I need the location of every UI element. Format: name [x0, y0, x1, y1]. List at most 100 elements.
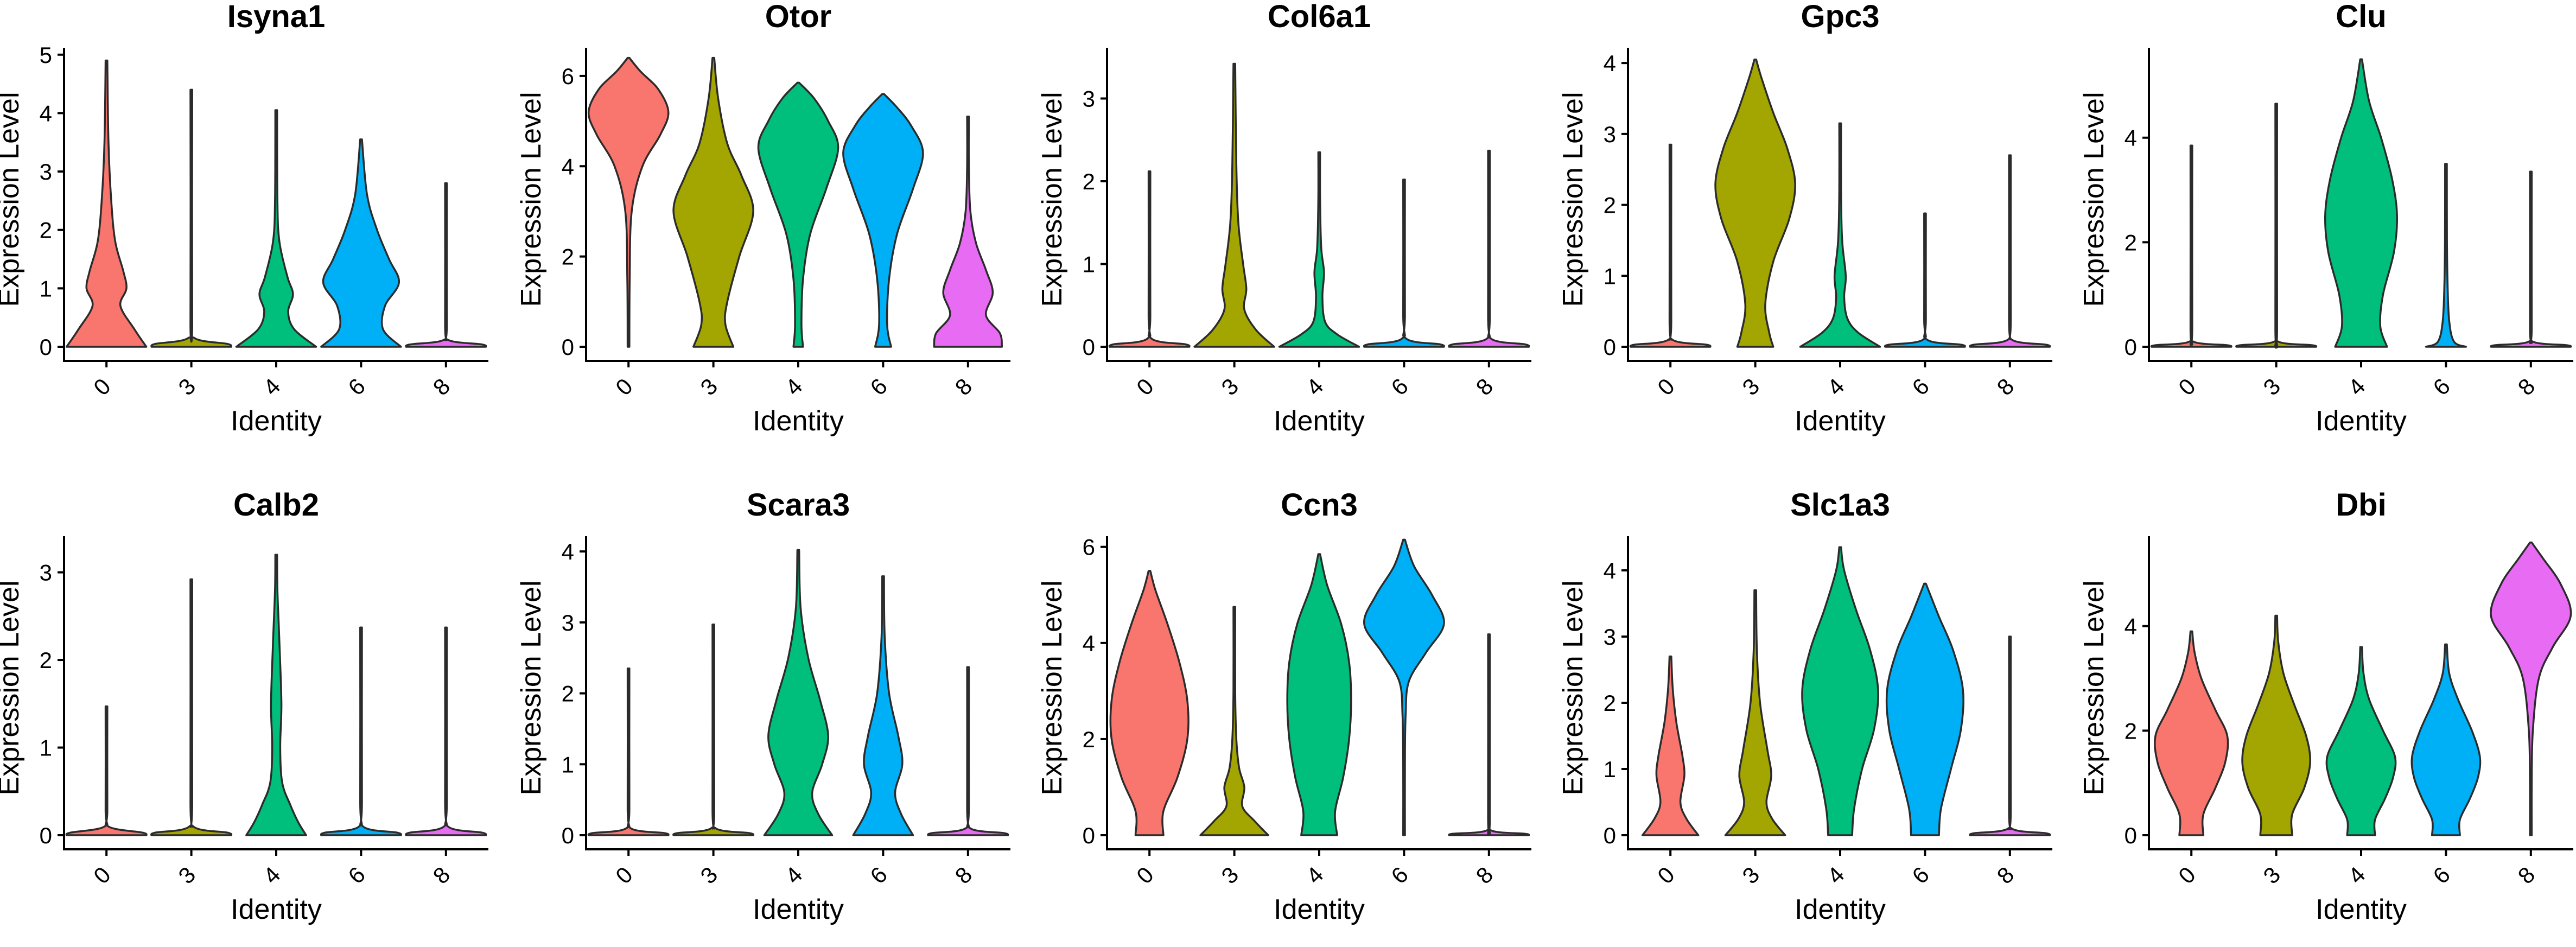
y-tick-label: 3: [1083, 86, 1095, 112]
x-tick-label: 6: [1386, 862, 1413, 889]
x-tick-label: 8: [2513, 862, 2540, 889]
violin-otor-identity-4: [757, 81, 839, 348]
violin-gpc3-identity-8: [1969, 154, 2051, 348]
y-tick-label: 3: [1604, 122, 1616, 147]
x-tick-label: 3: [2258, 373, 2285, 401]
y-tick-label: 5: [40, 42, 52, 68]
panel-ccn3: Ccn3 0 2 4 6 Expression Level 0 3 4 6 8 Identity: [1036, 487, 1531, 925]
y-tick-label: 0: [40, 334, 52, 360]
panel-title: Dbi: [2336, 487, 2386, 523]
violin-scara3-identity-3: [672, 624, 755, 836]
violin-calb2-identity-8: [405, 626, 487, 836]
x-axis-label: Identity: [1795, 894, 1886, 925]
x-tick-label: 0: [88, 373, 116, 401]
y-tick-label: 4: [1604, 558, 1616, 583]
violin-clu-identity-4: [2324, 58, 2398, 348]
x-axis-label: Identity: [2316, 405, 2407, 437]
x-tick-label: 4: [2343, 373, 2370, 401]
y-axis-label: Expression Level: [0, 581, 25, 796]
x-tick-label: 3: [173, 373, 200, 401]
violin-scara3-identity-8: [927, 666, 1009, 836]
x-axis-label: Identity: [231, 405, 322, 437]
y-tick-label: 4: [40, 100, 52, 126]
violin-clu-identity-6: [2425, 163, 2467, 348]
y-tick-label: 0: [40, 823, 52, 848]
y-tick-label: 2: [1604, 690, 1616, 716]
x-tick-label: 8: [1992, 373, 2019, 401]
y-tick-label: 0: [2125, 823, 2137, 848]
violin-ccn3-identity-0: [1109, 570, 1190, 836]
y-axis-label: Expression Level: [2078, 581, 2110, 796]
x-tick-label: 3: [1737, 373, 1764, 401]
x-tick-label: 4: [258, 862, 285, 889]
violin-isyna1-identity-0: [65, 59, 148, 348]
violin-col6a1-identity-3: [1193, 62, 1275, 348]
x-tick-label: 4: [780, 862, 807, 889]
y-tick-label: 0: [1083, 334, 1095, 360]
violin-isyna1-identity-3: [150, 88, 232, 348]
x-tick-label: 0: [88, 862, 116, 889]
violin-scara3-identity-6: [852, 575, 914, 836]
violin-scara3-identity-0: [587, 668, 670, 836]
violin-calb2-identity-6: [320, 626, 402, 836]
y-tick-label: 2: [1604, 193, 1616, 218]
panel-title: Clu: [2336, 0, 2386, 34]
y-tick-label: 3: [562, 610, 574, 635]
y-tick-label: 2: [1083, 727, 1095, 752]
panel-title: Scara3: [747, 487, 850, 523]
x-tick-label: 0: [610, 862, 638, 889]
x-axis-label: Identity: [753, 405, 844, 437]
x-tick-label: 4: [780, 373, 807, 401]
y-tick-label: 4: [562, 154, 574, 179]
y-axis-label: Expression Level: [1036, 581, 1068, 796]
x-tick-label: 4: [1301, 373, 1328, 401]
violin-dbi-identity-6: [2410, 643, 2482, 836]
y-tick-label: 2: [562, 681, 574, 707]
y-tick-label: 0: [562, 823, 574, 848]
y-tick-label: 0: [1604, 334, 1616, 360]
violin-col6a1-identity-8: [1448, 149, 1530, 348]
x-tick-label: 4: [1301, 862, 1328, 889]
violin-col6a1-identity-6: [1363, 179, 1445, 348]
panel-clu: Clu 0 2 4 Expression Level 0 3 4 6 8 Identity: [2078, 0, 2573, 437]
violin-slc1a3-identity-3: [1724, 589, 1786, 836]
panel-title: Isyna1: [227, 0, 326, 34]
x-tick-label: 0: [2173, 862, 2200, 889]
y-tick-label: 2: [2125, 230, 2137, 255]
violin-gpc3-identity-0: [1629, 143, 1712, 348]
panel-slc1a3: Slc1a3 0 1 2 3 4 Expression Level 0 3 4 6 8 Identity: [1557, 487, 2052, 925]
y-tick-label: 0: [562, 334, 574, 360]
y-tick-label: 2: [562, 244, 574, 270]
violin-isyna1-identity-8: [405, 182, 487, 348]
x-tick-label: 6: [865, 373, 892, 401]
x-tick-label: 8: [1992, 862, 2019, 889]
x-tick-label: 4: [258, 373, 285, 401]
x-tick-label: 3: [1216, 373, 1243, 401]
x-tick-label: 3: [1737, 862, 1764, 889]
panel-title: Otor: [765, 0, 831, 34]
x-tick-label: 3: [173, 862, 200, 889]
y-axis-label: Expression Level: [1557, 92, 1589, 307]
y-axis-label: Expression Level: [516, 92, 547, 307]
x-tick-label: 6: [2428, 862, 2455, 889]
y-tick-label: 4: [1083, 631, 1095, 656]
panel-isyna1: Isyna1 0 1 2 3 4 5 Expression Level 0 3 4 6 8 Identit…: [0, 0, 488, 437]
x-tick-label: 6: [343, 373, 370, 401]
x-tick-label: 6: [865, 862, 892, 889]
violin-col6a1-identity-0: [1108, 170, 1191, 348]
violin-ccn3-identity-3: [1199, 606, 1269, 836]
x-axis-label: Identity: [753, 894, 844, 925]
violin-ccn3-identity-8: [1448, 633, 1530, 836]
x-tick-label: 3: [695, 373, 722, 401]
violin-gpc3-identity-6: [1884, 212, 1966, 348]
panel-title: Col6a1: [1268, 0, 1371, 34]
x-tick-label: 6: [343, 862, 370, 889]
panel-title: Calb2: [233, 487, 319, 523]
x-tick-label: 8: [950, 373, 977, 401]
x-tick-label: 6: [1907, 373, 1934, 401]
violin-gpc3-identity-4: [1799, 122, 1881, 348]
violin-col6a1-identity-4: [1278, 151, 1360, 348]
y-axis-label: Expression Level: [2078, 92, 2110, 307]
x-tick-label: 6: [1907, 862, 1934, 889]
